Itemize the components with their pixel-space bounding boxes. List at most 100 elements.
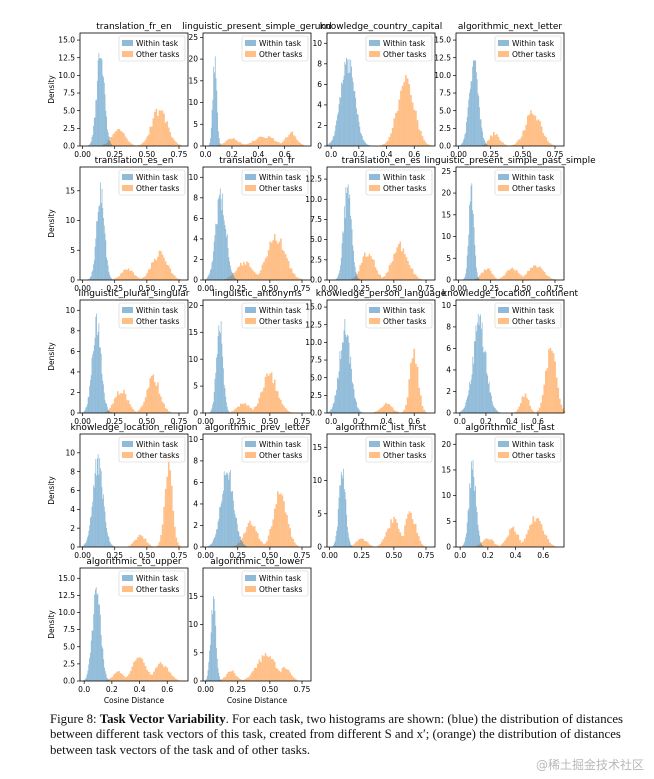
other-tasks-bar: [124, 393, 127, 413]
within-task-bar: [90, 375, 92, 413]
other-tasks-bar: [140, 144, 142, 146]
within-task-bar: [473, 476, 475, 547]
within-task-bar: [102, 207, 104, 280]
legend-within-label: Within task: [136, 440, 179, 449]
within-task-bar: [213, 598, 215, 681]
other-tasks-bar: [403, 409, 406, 413]
other-tasks-bar: [278, 397, 281, 413]
other-tasks-bar: [482, 272, 484, 280]
watermark-text: @稀土掘金技术社区: [535, 758, 644, 772]
other-tasks-bar: [169, 672, 172, 681]
within-task-bar: [349, 194, 351, 280]
within-task-bar: [212, 260, 214, 280]
within-task-bar: [93, 345, 95, 413]
other-tasks-bar: [250, 524, 253, 547]
other-tasks-bar: [517, 272, 520, 280]
within-task-bar: [98, 323, 100, 413]
other-tasks-bar: [146, 273, 148, 280]
within-task-bar: [354, 261, 355, 280]
within-task-bar: [102, 75, 104, 146]
other-tasks-bar: [528, 270, 531, 280]
within-task-bar: [466, 122, 467, 146]
other-tasks-bar: [269, 136, 271, 146]
other-tasks-bar: [479, 275, 481, 280]
within-task-bar: [465, 533, 467, 547]
x-tick-label: 0.75: [294, 685, 311, 694]
other-tasks-bar: [141, 405, 144, 413]
within-task-bar: [350, 545, 352, 547]
other-tasks-bar: [277, 491, 279, 547]
other-tasks-bar: [383, 404, 386, 413]
within-task-bar: [88, 396, 90, 413]
within-task-bar: [471, 183, 473, 280]
within-task-bar: [97, 211, 99, 280]
within-task-bar: [358, 409, 360, 413]
y-tick-label: 2.5: [63, 659, 75, 668]
x-tick-label: 0.25: [229, 417, 246, 426]
within-task-bar: [477, 313, 479, 413]
within-task-bar: [211, 408, 213, 413]
other-tasks-bar: [520, 136, 523, 146]
y-tick-label: 4: [317, 101, 322, 110]
other-tasks-bar: [132, 272, 134, 280]
within-task-bar: [488, 381, 490, 413]
other-tasks-bar: [136, 657, 139, 681]
other-tasks-bar: [536, 120, 538, 146]
y-tick-label: 10: [65, 216, 75, 225]
within-task-bar: [214, 234, 216, 280]
other-tasks-bar: [244, 532, 247, 547]
within-task-bar: [495, 408, 496, 413]
within-task-bar: [338, 371, 340, 413]
other-tasks-bar: [300, 278, 302, 280]
other-tasks-bar: [272, 383, 274, 413]
x-tick-label: 0.50: [386, 551, 403, 560]
x-tick-label: 0.25: [106, 417, 123, 426]
other-tasks-bar: [157, 115, 159, 146]
within-task-bar: [476, 272, 478, 280]
other-tasks-bar: [520, 403, 522, 413]
other-tasks-bar: [300, 144, 303, 146]
within-task-bar: [337, 277, 338, 280]
within-task-bar: [98, 604, 100, 681]
other-tasks-bar: [118, 394, 121, 413]
other-tasks-bar: [534, 521, 536, 547]
other-tasks-bar: [396, 110, 399, 146]
other-tasks-bar: [544, 534, 546, 547]
within-task-bar: [483, 352, 485, 413]
other-tasks-bar: [393, 516, 395, 547]
other-tasks-bar: [497, 279, 500, 280]
panel-algorithmic_next_letter: 0.00 0.25 0.50 0.750.02.55.07.510.012.515.0…: [434, 22, 565, 159]
y-tick-label: 15: [312, 443, 322, 452]
x-tick-label: 0.0: [325, 150, 337, 159]
other-tasks-bar: [357, 539, 360, 547]
within-task-bar: [332, 546, 334, 547]
other-tasks-bar: [156, 666, 159, 681]
other-tasks-bar: [289, 528, 291, 547]
other-tasks-bar: [221, 678, 224, 681]
other-tasks-bar: [176, 679, 179, 681]
other-tasks-bar: [275, 390, 278, 413]
other-tasks-bar: [390, 263, 392, 280]
within-task-bar: [487, 375, 489, 413]
within-task-bar: [354, 90, 356, 146]
other-tasks-bar: [390, 519, 392, 547]
other-tasks-bar: [267, 375, 270, 413]
other-tasks-bar: [119, 673, 122, 681]
within-task-bar: [110, 544, 112, 547]
other-tasks-bar: [283, 251, 285, 280]
within-task-bar: [102, 648, 104, 681]
within-task-bar: [222, 193, 224, 280]
within-task-bar: [212, 99, 214, 146]
other-tasks-bar: [146, 136, 148, 146]
other-tasks-bar: [143, 662, 145, 681]
other-tasks-bar: [354, 542, 357, 547]
within-task-bar: [360, 411, 362, 413]
x-tick-label: 0.25: [353, 551, 370, 560]
within-task-bar: [472, 210, 473, 280]
within-task-bar: [362, 139, 364, 146]
other-tasks-bar: [532, 411, 535, 413]
other-tasks-bar: [252, 526, 254, 547]
other-tasks-bar: [384, 275, 386, 280]
within-task-bar: [357, 408, 359, 413]
other-tasks-bar: [161, 110, 164, 146]
